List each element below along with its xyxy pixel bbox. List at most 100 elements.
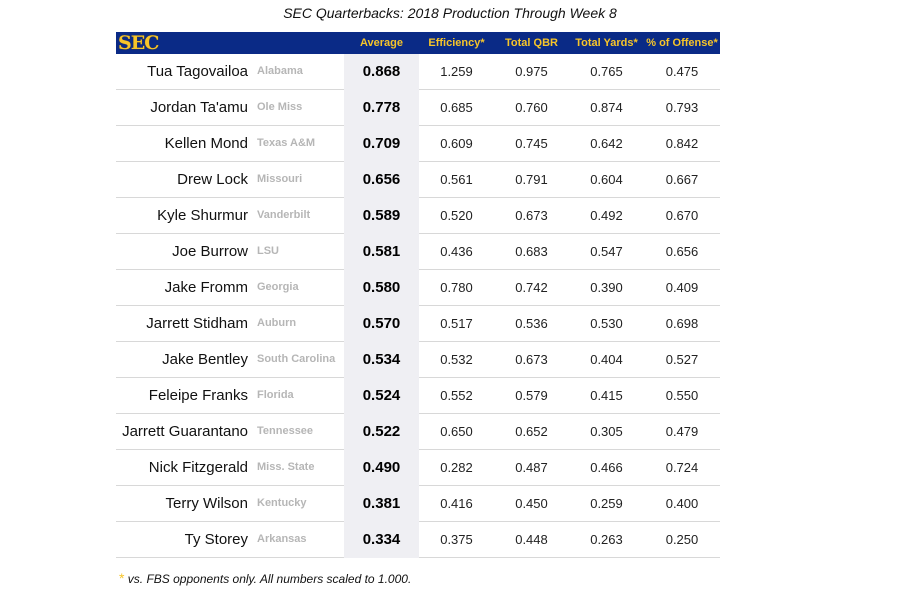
player-school: Florida xyxy=(257,389,294,401)
cell-efficiency: 0.552 xyxy=(440,388,473,403)
player-name: Jarrett Guarantano xyxy=(122,423,248,440)
cell-average: 0.524 xyxy=(344,378,419,414)
player-cell: Jake Bentley South Carolina xyxy=(116,342,344,377)
cell-total-qbr: 0.652 xyxy=(515,424,548,439)
cell-total-qbr: 0.487 xyxy=(515,460,548,475)
cell-efficiency: 0.282 xyxy=(440,460,473,475)
cell-total-qbr: 0.673 xyxy=(515,352,548,367)
cell-average: 0.570 xyxy=(344,306,419,342)
cell-efficiency: 0.416 xyxy=(440,496,473,511)
player-school: Arkansas xyxy=(257,533,307,545)
cell-pct-offense: 0.670 xyxy=(665,208,699,223)
player-school: Missouri xyxy=(257,173,303,185)
cell-pct-offense: 0.667 xyxy=(665,172,699,187)
cell-average: 0.534 xyxy=(344,342,419,378)
cell-total-yards: 0.263 xyxy=(590,532,623,547)
player-name: Jake Bentley xyxy=(162,351,248,368)
table-row: Nick Fitzgerald Miss. State 0.490 0.282 0.48… xyxy=(116,450,720,486)
sec-logo: SEC xyxy=(118,32,159,54)
table-row: Ty Storey Arkansas 0.334 0.375 0.448 0.263 0.2… xyxy=(116,522,720,558)
table-row: Feleipe Franks Florida 0.524 0.552 0.579 0.41… xyxy=(116,378,720,414)
cell-total-yards: 0.259 xyxy=(590,496,623,511)
player-name: Terry Wilson xyxy=(165,495,248,512)
cell-average: 0.868 xyxy=(344,54,419,90)
header-average: Average xyxy=(359,37,403,49)
player-school: South Carolina xyxy=(257,353,336,365)
cell-efficiency: 0.780 xyxy=(440,280,473,295)
player-school: Vanderbilt xyxy=(257,209,311,221)
player-cell: Drew Lock Missouri xyxy=(116,162,344,197)
table-body: Tua Tagovailoa Alabama 0.868 1.259 0.975 0.76… xyxy=(116,54,720,558)
cell-total-qbr: 0.745 xyxy=(515,136,548,151)
cell-pct-offense: 0.250 xyxy=(665,532,699,547)
header-efficiency: Efficiency* xyxy=(428,37,485,49)
player-name: Ty Storey xyxy=(184,531,248,548)
cell-pct-offense: 0.527 xyxy=(665,352,699,367)
cell-average: 0.581 xyxy=(344,234,419,270)
cell-total-qbr: 0.450 xyxy=(515,496,548,511)
player-name: Jordan Ta'amu xyxy=(150,99,248,116)
header-total-yards: Total Yards* xyxy=(575,37,638,49)
cell-efficiency: 0.375 xyxy=(440,532,473,547)
player-school: Kentucky xyxy=(257,497,307,509)
player-cell: Jake Fromm Georgia xyxy=(116,270,344,305)
cell-total-yards: 0.874 xyxy=(590,100,623,115)
cell-total-qbr: 0.742 xyxy=(515,280,548,295)
cell-total-qbr: 0.536 xyxy=(515,316,548,331)
cell-average: 0.334 xyxy=(344,522,419,558)
cell-efficiency: 0.609 xyxy=(440,136,473,151)
cell-total-yards: 0.765 xyxy=(590,64,623,79)
table-header: SEC Average Efficiency* Total QBR Total … xyxy=(116,32,720,54)
cell-total-qbr: 0.975 xyxy=(515,64,548,79)
table-row: Jake Bentley South Carolina 0.534 0.532 0.67… xyxy=(116,342,720,378)
cell-efficiency: 0.520 xyxy=(440,208,473,223)
cell-pct-offense: 0.656 xyxy=(665,244,699,259)
player-cell: Terry Wilson Kentucky xyxy=(116,486,344,521)
cell-efficiency: 0.650 xyxy=(440,424,473,439)
header-total-qbr: Total QBR xyxy=(505,37,558,49)
player-school: Alabama xyxy=(257,65,303,77)
footnote-marker: * xyxy=(119,570,125,586)
player-name: Feleipe Franks xyxy=(148,387,248,404)
cell-total-yards: 0.390 xyxy=(590,280,623,295)
player-school: Ole Miss xyxy=(257,101,303,113)
player-cell: Jordan Ta'amu Ole Miss xyxy=(116,90,344,125)
player-cell: Joe Burrow LSU xyxy=(116,234,344,269)
table-row: Kellen Mond Texas A&M 0.709 0.609 0.745 0.642… xyxy=(116,126,720,162)
player-name: Kellen Mond xyxy=(164,135,248,152)
cell-average: 0.656 xyxy=(344,162,419,198)
cell-efficiency: 0.532 xyxy=(440,352,473,367)
cell-total-yards: 0.604 xyxy=(590,172,623,187)
player-school: Tennessee xyxy=(257,425,314,437)
cell-total-yards: 0.415 xyxy=(590,388,623,403)
player-cell: Kyle Shurmur Vanderbilt xyxy=(116,198,344,233)
cell-efficiency: 0.436 xyxy=(440,244,473,259)
cell-average: 0.490 xyxy=(344,450,419,486)
player-name: Tua Tagovailoa xyxy=(147,63,248,80)
cell-total-qbr: 0.673 xyxy=(515,208,548,223)
player-name: Kyle Shurmur xyxy=(157,207,248,224)
cell-efficiency: 1.259 xyxy=(440,64,473,79)
cell-pct-offense: 0.479 xyxy=(665,424,699,439)
player-name: Drew Lock xyxy=(177,171,248,188)
player-school: Texas A&M xyxy=(257,137,316,149)
cell-efficiency: 0.517 xyxy=(440,316,473,331)
cell-total-yards: 0.492 xyxy=(590,208,623,223)
cell-total-yards: 0.466 xyxy=(590,460,623,475)
table-row: Joe Burrow LSU 0.581 0.436 0.683 0.547 0.656 xyxy=(116,234,720,270)
cell-average: 0.709 xyxy=(344,126,419,162)
cell-pct-offense: 0.793 xyxy=(665,100,699,115)
cell-efficiency: 0.685 xyxy=(440,100,473,115)
cell-average: 0.589 xyxy=(344,198,419,234)
cell-pct-offense: 0.475 xyxy=(665,64,699,79)
cell-total-yards: 0.642 xyxy=(590,136,623,151)
cell-total-qbr: 0.579 xyxy=(515,388,548,403)
cell-pct-offense: 0.400 xyxy=(665,496,699,511)
header-pct-offense: % of Offense* xyxy=(646,37,718,49)
player-name: Nick Fitzgerald xyxy=(148,459,248,476)
player-cell: Ty Storey Arkansas xyxy=(116,522,344,557)
table-row: Terry Wilson Kentucky 0.381 0.416 0.450 0.259… xyxy=(116,486,720,522)
player-cell: Feleipe Franks Florida xyxy=(116,378,344,413)
player-school: Auburn xyxy=(257,317,297,329)
table-row: Tua Tagovailoa Alabama 0.868 1.259 0.975 0.76… xyxy=(116,54,720,90)
